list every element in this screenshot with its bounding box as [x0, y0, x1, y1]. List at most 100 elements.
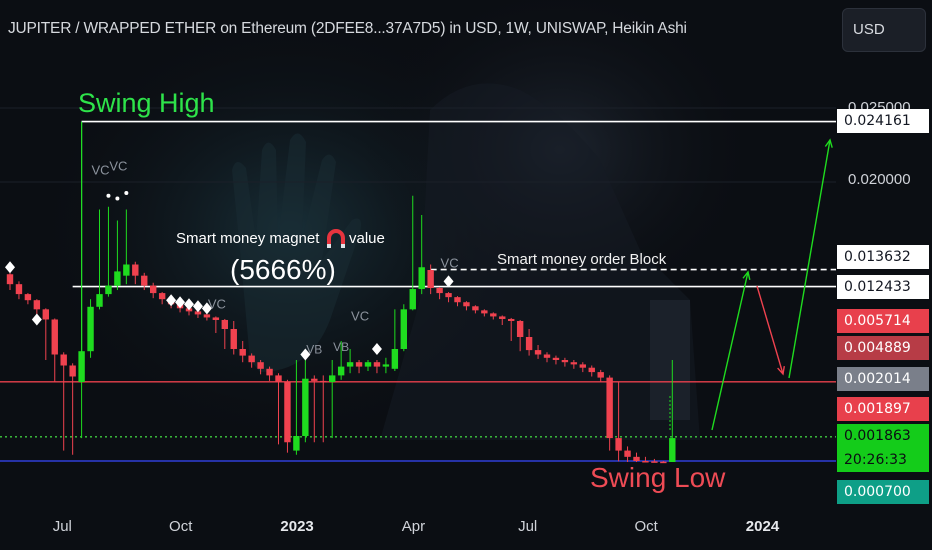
candle-body	[409, 289, 416, 310]
signal-diamond	[371, 343, 382, 355]
candle-body	[346, 362, 354, 367]
candle	[391, 309, 399, 371]
currency-button[interactable]: USD	[842, 8, 926, 52]
candle	[525, 329, 533, 356]
projection-arrows	[669, 138, 833, 431]
chart-title: JUPITER / WRAPPED ETHER on Ethereum (2DF…	[8, 20, 687, 37]
candle	[132, 261, 139, 285]
vc-mark: VC	[208, 296, 226, 311]
candle	[150, 282, 157, 299]
candle-body	[123, 264, 130, 276]
candle-body	[427, 270, 434, 289]
candle-body	[472, 306, 479, 311]
candle	[561, 357, 569, 367]
projection-down-arrow	[756, 285, 784, 375]
signal-diamond	[5, 261, 15, 274]
order-block-label: Smart money order Block	[497, 251, 667, 268]
signal-diamond	[166, 294, 177, 307]
candle	[230, 321, 237, 355]
candle	[543, 352, 551, 363]
candle	[24, 293, 32, 305]
candle-body	[445, 293, 452, 298]
candle-body	[373, 362, 381, 367]
candle	[33, 299, 41, 315]
candle-body	[266, 368, 273, 376]
price-tag: 20:26:33	[837, 448, 929, 472]
candle	[669, 360, 676, 462]
time-axis-label: Jul	[518, 518, 538, 535]
candle-body	[284, 382, 291, 443]
candle-body	[42, 309, 49, 320]
candle-body	[597, 372, 604, 378]
candle	[221, 318, 228, 349]
candle-body	[364, 362, 372, 367]
candle-body	[543, 354, 551, 358]
price-tag: 0.004889	[837, 336, 929, 360]
candle-body	[516, 321, 524, 337]
candle	[472, 305, 479, 314]
vc-mark: VC	[351, 308, 369, 323]
candle-body	[463, 302, 470, 307]
candle	[320, 375, 327, 443]
candle-body	[60, 354, 67, 366]
signal-diamond	[184, 298, 194, 311]
candle	[651, 458, 658, 463]
vc-mark: VC	[92, 163, 110, 178]
time-axis-label: Jul	[52, 518, 72, 535]
candle-body	[239, 349, 246, 356]
candle	[516, 319, 524, 352]
price-tag: 0.013632	[837, 245, 929, 269]
candle-body	[51, 319, 58, 355]
candle-body	[337, 366, 345, 376]
candle-body	[615, 438, 622, 451]
signal-diamond	[201, 302, 212, 315]
candle-body	[15, 284, 23, 295]
candle	[633, 452, 640, 462]
candle	[597, 369, 604, 382]
candle-body	[508, 318, 515, 321]
candle	[588, 365, 595, 377]
candle	[570, 360, 578, 369]
candle	[364, 360, 372, 371]
candle-body	[293, 436, 300, 451]
candle-body	[24, 294, 32, 301]
candle-body	[669, 438, 676, 462]
magnet-percent-label: (5666%)	[230, 254, 336, 285]
candle	[78, 122, 85, 439]
candle	[373, 360, 381, 374]
projection-down-arrow-head	[777, 365, 785, 376]
projection-up-arrow-head	[742, 270, 751, 280]
candle-body	[33, 300, 41, 310]
candle-body	[642, 461, 649, 463]
signal-diamond	[192, 300, 203, 313]
signal-dot	[115, 196, 120, 201]
signal-diamond	[300, 348, 311, 361]
candle-body	[329, 375, 336, 382]
projection-target-arrow	[788, 139, 831, 379]
candle	[534, 345, 542, 359]
chart-grid	[0, 107, 836, 183]
candle-body	[212, 317, 220, 320]
candle-body	[141, 275, 148, 286]
candle-body	[311, 378, 318, 381]
candle	[87, 299, 94, 358]
time-axis-label: Apr	[401, 518, 426, 535]
candle	[51, 318, 58, 382]
candle	[15, 281, 23, 300]
price-tag: 0.001863	[837, 424, 929, 448]
candle-body	[87, 306, 94, 352]
candle	[69, 363, 76, 455]
magnet-icon	[327, 229, 345, 248]
signal-dot	[124, 191, 129, 195]
candle-body	[302, 378, 309, 436]
price-tag: 0.005714	[837, 309, 929, 333]
candle-body	[150, 285, 157, 294]
candle	[499, 315, 506, 325]
vb-mark: VB	[306, 342, 322, 356]
candle	[445, 292, 452, 303]
candle	[615, 382, 622, 462]
candle-body	[499, 316, 506, 319]
candle	[490, 312, 497, 320]
candle	[239, 341, 246, 363]
